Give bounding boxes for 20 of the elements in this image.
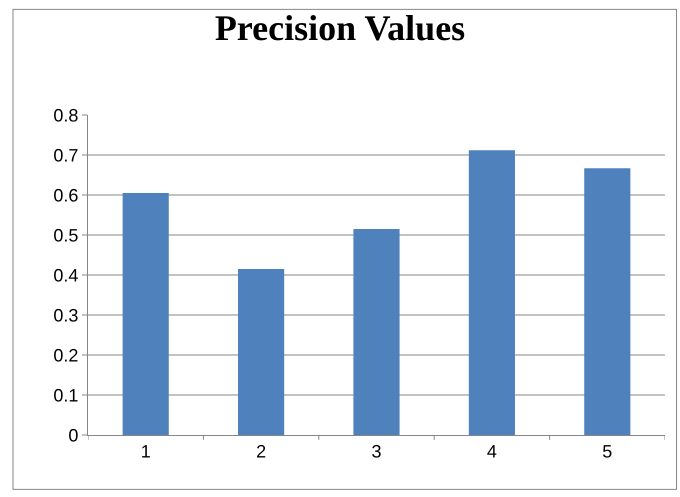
y-tick-label: 0.4 <box>53 265 78 286</box>
bar <box>122 193 169 435</box>
x-tick-label: 1 <box>140 442 151 462</box>
y-tick-label: 0.7 <box>53 145 78 166</box>
bar <box>238 269 284 435</box>
x-tick-label: 4 <box>486 442 497 462</box>
y-tick-label: 0.1 <box>53 385 78 406</box>
y-tick-label: 0.6 <box>53 185 78 206</box>
y-tick-label: 0.2 <box>53 345 78 366</box>
bar <box>353 229 400 435</box>
y-tick-label: 0.3 <box>53 305 78 326</box>
x-tick-label: 3 <box>371 442 382 462</box>
y-tick-label: 0.5 <box>53 225 78 246</box>
x-tick-label: 2 <box>256 442 266 462</box>
chart-title: Precision Values <box>214 8 466 48</box>
x-tick-label: 5 <box>602 442 612 462</box>
bar <box>468 150 515 435</box>
bar <box>584 168 630 435</box>
y-tick-label: 0.8 <box>53 105 78 126</box>
y-tick-label: 0 <box>68 425 78 446</box>
